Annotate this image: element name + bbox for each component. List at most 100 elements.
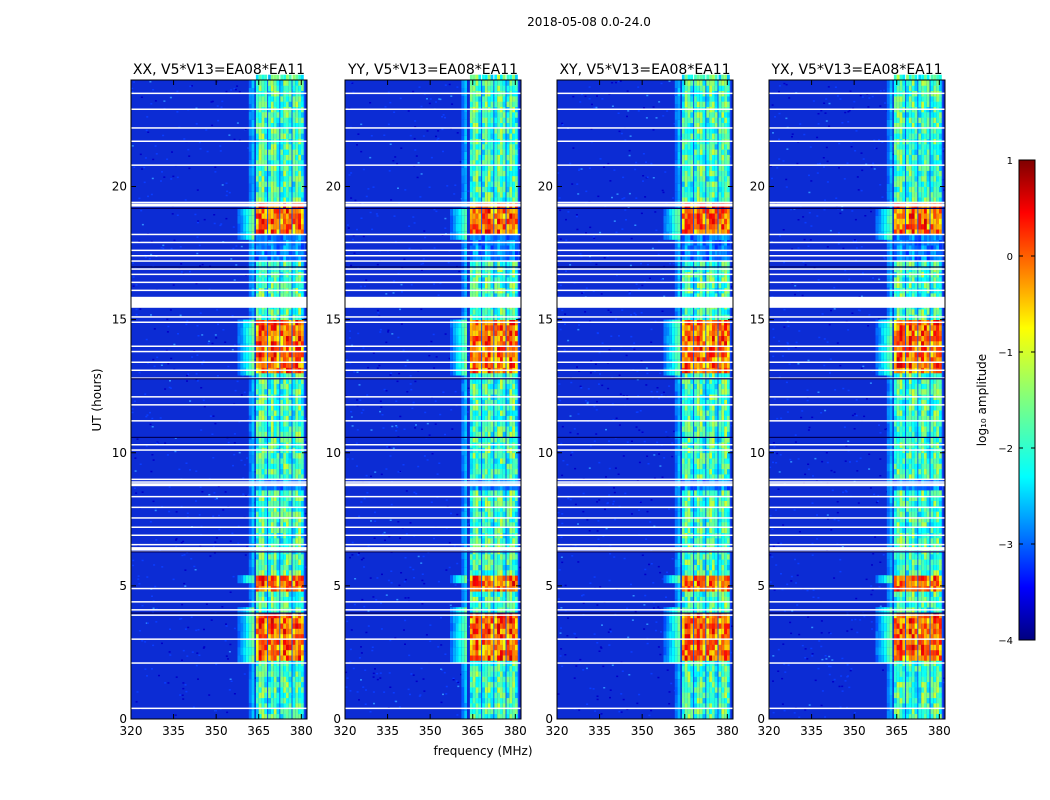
band-cell bbox=[283, 500, 286, 507]
band-cell bbox=[469, 708, 473, 715]
band-cell bbox=[472, 569, 476, 576]
band-cell bbox=[276, 431, 280, 438]
band-cell bbox=[484, 383, 488, 390]
band-cell bbox=[268, 522, 271, 528]
band-cell bbox=[484, 309, 488, 315]
band-cell bbox=[288, 165, 292, 171]
band-cell bbox=[258, 372, 262, 379]
band-cell bbox=[270, 553, 274, 560]
noise-cell bbox=[358, 515, 361, 518]
band-cell bbox=[500, 575, 503, 581]
noise-cell bbox=[234, 389, 237, 392]
band-cell bbox=[472, 293, 476, 299]
band-cell bbox=[482, 170, 485, 177]
band-cell bbox=[268, 74, 271, 81]
band-cell bbox=[301, 649, 304, 656]
band-cell bbox=[482, 665, 485, 672]
band-cell bbox=[268, 569, 271, 576]
band-cell bbox=[268, 223, 271, 230]
noise-cell bbox=[433, 367, 436, 369]
noise-cell bbox=[214, 166, 217, 168]
band-cell bbox=[268, 293, 271, 299]
band-cell bbox=[292, 644, 296, 651]
noise-cell bbox=[360, 150, 363, 153]
ramp-cell bbox=[248, 183, 252, 192]
band-cell bbox=[276, 127, 280, 134]
band-cell bbox=[280, 143, 284, 150]
band-cell bbox=[472, 681, 476, 688]
band-cell bbox=[301, 356, 304, 363]
band-cell bbox=[469, 383, 473, 390]
band-cell bbox=[286, 186, 289, 193]
band-cell bbox=[475, 484, 479, 491]
band-cell bbox=[280, 133, 284, 139]
band-cell bbox=[261, 293, 265, 299]
band-cell bbox=[298, 500, 301, 507]
band-cell bbox=[255, 708, 259, 715]
band-cell bbox=[478, 458, 482, 464]
noise-cell bbox=[350, 264, 353, 267]
noise-cell bbox=[215, 337, 218, 339]
noise-cell bbox=[237, 542, 240, 545]
band-cell bbox=[270, 80, 274, 86]
noise-cell bbox=[140, 96, 143, 98]
band-cell bbox=[280, 250, 284, 257]
band-cell bbox=[261, 277, 265, 283]
band-cell bbox=[490, 340, 494, 347]
band-cell bbox=[482, 159, 485, 166]
band-cell bbox=[500, 681, 503, 688]
ramp-cell bbox=[251, 647, 255, 656]
noise-cell bbox=[180, 617, 183, 620]
band-cell bbox=[469, 181, 473, 187]
noise-cell bbox=[138, 240, 141, 243]
flag-row bbox=[131, 404, 307, 406]
ramp-cell bbox=[458, 647, 462, 656]
noise-cell bbox=[224, 640, 227, 642]
noise-cell bbox=[467, 354, 470, 356]
ramp-cell bbox=[452, 623, 456, 632]
noise-cell bbox=[186, 380, 188, 382]
band-cell bbox=[301, 596, 304, 603]
band-cell bbox=[487, 74, 491, 81]
noise-cell bbox=[428, 102, 431, 105]
noise-cell bbox=[230, 258, 233, 260]
ramp-cell bbox=[251, 527, 255, 536]
band-cell bbox=[472, 644, 476, 651]
band-cell bbox=[276, 250, 280, 257]
band-cell bbox=[264, 404, 268, 411]
noise-cell bbox=[352, 234, 355, 237]
band-cell bbox=[494, 708, 498, 715]
band-cell bbox=[288, 420, 292, 427]
band-cell bbox=[270, 596, 274, 603]
band-cell bbox=[258, 356, 262, 363]
ramp-cell bbox=[246, 607, 249, 616]
band-cell bbox=[276, 591, 280, 597]
band-cell bbox=[268, 436, 271, 443]
noise-cell bbox=[195, 500, 197, 502]
band-cell bbox=[484, 644, 488, 651]
band-cell bbox=[258, 703, 262, 709]
band-cell bbox=[273, 708, 277, 715]
band-cell bbox=[283, 484, 286, 491]
band-cell bbox=[487, 623, 491, 629]
noise-cell bbox=[156, 356, 159, 359]
noise-cell bbox=[405, 490, 408, 492]
band-cell bbox=[472, 277, 476, 283]
band-cell bbox=[286, 522, 289, 528]
band-cell bbox=[497, 601, 500, 608]
band-cell bbox=[295, 133, 299, 139]
band-cell bbox=[273, 325, 277, 331]
band-cell bbox=[255, 628, 259, 635]
band-cell bbox=[482, 117, 485, 123]
band-cell bbox=[295, 127, 299, 134]
band-cell bbox=[487, 218, 491, 225]
ramp-cell bbox=[251, 159, 255, 168]
noise-cell bbox=[203, 405, 206, 408]
noise-cell bbox=[347, 227, 350, 229]
band-cell bbox=[469, 325, 473, 331]
band-cell bbox=[292, 399, 296, 406]
flagged-rows bbox=[131, 92, 307, 710]
ramp-cell bbox=[464, 191, 467, 200]
noise-cell bbox=[166, 318, 169, 321]
